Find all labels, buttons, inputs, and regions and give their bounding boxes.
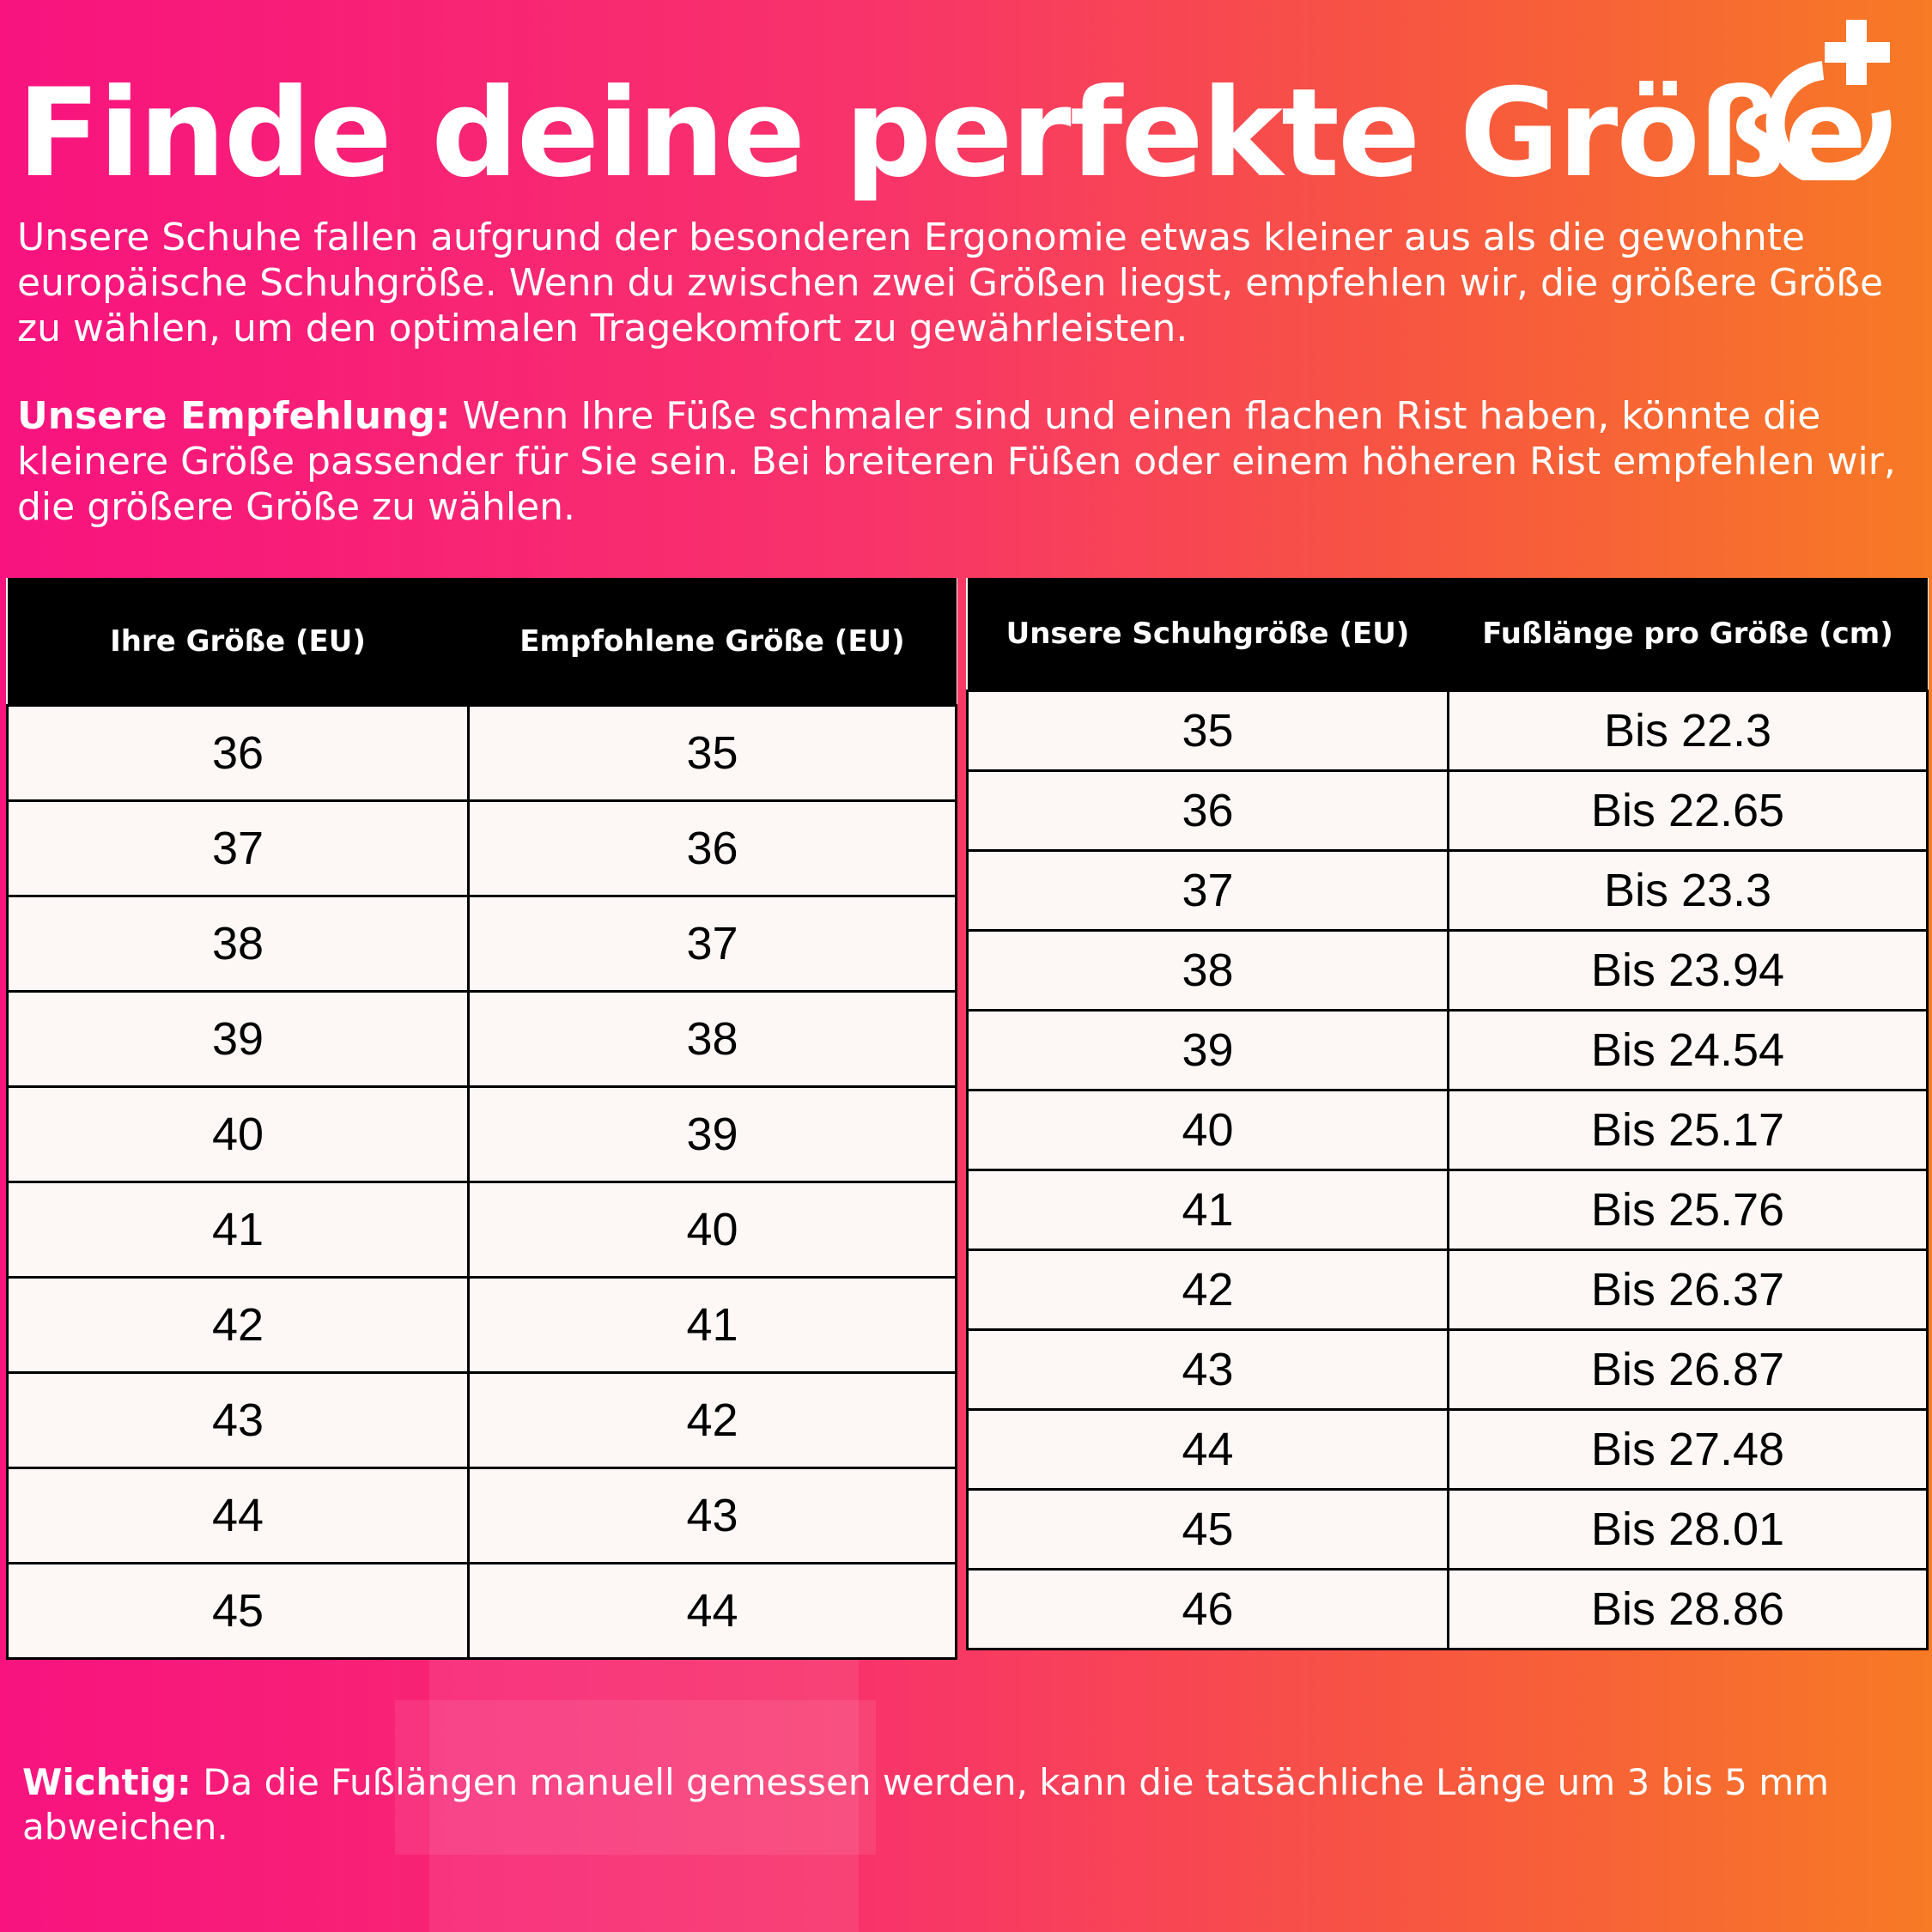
table-cell: 43 (966, 1328, 1449, 1411)
table-cell: 35 (966, 690, 1449, 772)
table-row: 36 35 (6, 704, 957, 802)
table-row: 41 Bis 25.76 (966, 1169, 1929, 1251)
background-decoration (429, 1640, 859, 1932)
recommendation-text: Unsere Empfehlung: Wenn Ihre Füße schmal… (17, 393, 1915, 530)
table-row: 45 44 (6, 1562, 957, 1660)
table-cell: 39 (6, 990, 470, 1088)
table-cell: 45 (966, 1488, 1449, 1571)
table-cell: 39 (467, 1085, 957, 1183)
table-row: 39 38 (6, 990, 957, 1088)
table-cell: 43 (6, 1371, 470, 1469)
table-cell: Bis 26.87 (1447, 1328, 1929, 1411)
table-row: 38 37 (6, 895, 957, 993)
table-row: 43 Bis 26.87 (966, 1328, 1929, 1411)
table-cell: 42 (6, 1276, 470, 1374)
table-row: 46 Bis 28.86 (966, 1568, 1929, 1650)
table-cell: 44 (966, 1408, 1449, 1491)
table-row: 42 41 (6, 1276, 957, 1374)
table-cell: 40 (6, 1085, 470, 1183)
table-cell: Bis 22.3 (1447, 690, 1929, 772)
table-cell: Bis 24.54 (1447, 1009, 1929, 1091)
table-cell: 39 (966, 1009, 1449, 1091)
column-header: Fußlänge pro Größe (cm) (1448, 578, 1928, 691)
table-cell: Bis 28.86 (1447, 1568, 1929, 1650)
table-cell: Bis 22.65 (1447, 769, 1929, 852)
table-cell: 46 (966, 1568, 1449, 1650)
recommendation-body: Wenn Ihre Füße schmaler sind und einen f… (17, 394, 1896, 529)
page-title: Finde deine perfekte Größe (17, 63, 1867, 204)
table-cell: 44 (467, 1562, 957, 1660)
table-cell: 38 (467, 990, 957, 1088)
table-cell: Bis 25.17 (1447, 1089, 1929, 1171)
table-row: 40 39 (6, 1085, 957, 1183)
table-row: 37 Bis 23.3 (966, 849, 1929, 932)
table-cell: 35 (467, 704, 957, 802)
foot-length-table: Unsere Schuhgröße (EU) Fußlänge pro Größ… (966, 578, 1929, 1650)
table-cell: 45 (6, 1562, 470, 1660)
table-cell: 37 (6, 799, 470, 897)
background-decoration (395, 1700, 876, 1855)
table-row: 44 43 (6, 1467, 957, 1564)
note-label: Wichtig: (22, 1761, 191, 1803)
table-cell: 38 (966, 929, 1449, 1012)
table-row: 37 36 (6, 799, 957, 897)
table-cell: 42 (966, 1249, 1449, 1331)
table-cell: 42 (467, 1371, 957, 1469)
table-cell: Bis 23.3 (1447, 849, 1929, 932)
table-cell: Bis 26.37 (1447, 1249, 1929, 1331)
table-row: 43 42 (6, 1371, 957, 1469)
column-header: Ihre Größe (EU) (7, 578, 469, 706)
table-row: 35 Bis 22.3 (966, 690, 1929, 772)
table-row: 40 Bis 25.17 (966, 1089, 1929, 1171)
intro-text: Unsere Schuhe fallen aufgrund der besond… (17, 216, 1884, 350)
table-cell: 36 (467, 799, 957, 897)
table-cell: Bis 25.76 (1447, 1169, 1929, 1251)
size-conversion-table: Ihre Größe (EU) Empfohlene Größe (EU) 36… (6, 578, 957, 1660)
table-cell: 41 (966, 1169, 1449, 1251)
column-header: Empfohlene Größe (EU) (468, 578, 957, 706)
table-cell: 36 (966, 769, 1449, 852)
circle-plus-logo-icon (1765, 20, 1892, 180)
table-row: 36 Bis 22.65 (966, 769, 1929, 852)
table-cell: 37 (467, 895, 957, 993)
table-cell: 44 (6, 1467, 470, 1564)
table-row: 39 Bis 24.54 (966, 1009, 1929, 1091)
table-row: 45 Bis 28.01 (966, 1488, 1929, 1571)
table-cell: 40 (966, 1089, 1449, 1171)
table-cell: 40 (467, 1181, 957, 1279)
table-cell: Bis 28.01 (1447, 1488, 1929, 1571)
recommendation-label: Unsere Empfehlung: (17, 394, 451, 438)
table-row: 38 Bis 23.94 (966, 929, 1929, 1012)
table-cell: 41 (467, 1276, 957, 1374)
note-text: Da die Fußlängen manuell gemessen werden… (22, 1761, 1830, 1848)
table-cell: 36 (6, 704, 470, 802)
table-cell: Bis 23.94 (1447, 929, 1929, 1012)
table-row: 41 40 (6, 1181, 957, 1279)
table-cell: 43 (467, 1467, 957, 1564)
table-cell: 38 (6, 895, 470, 993)
table-row: 44 Bis 27.48 (966, 1408, 1929, 1491)
table-cell: 37 (966, 849, 1449, 932)
table-cell: 41 (6, 1181, 470, 1279)
table-cell: Bis 27.48 (1447, 1408, 1929, 1491)
table-row: 42 Bis 26.37 (966, 1249, 1929, 1331)
column-header: Unsere Schuhgröße (EU) (967, 578, 1449, 691)
important-note: Wichtig: Da die Fußlängen manuell gemess… (22, 1760, 1911, 1850)
